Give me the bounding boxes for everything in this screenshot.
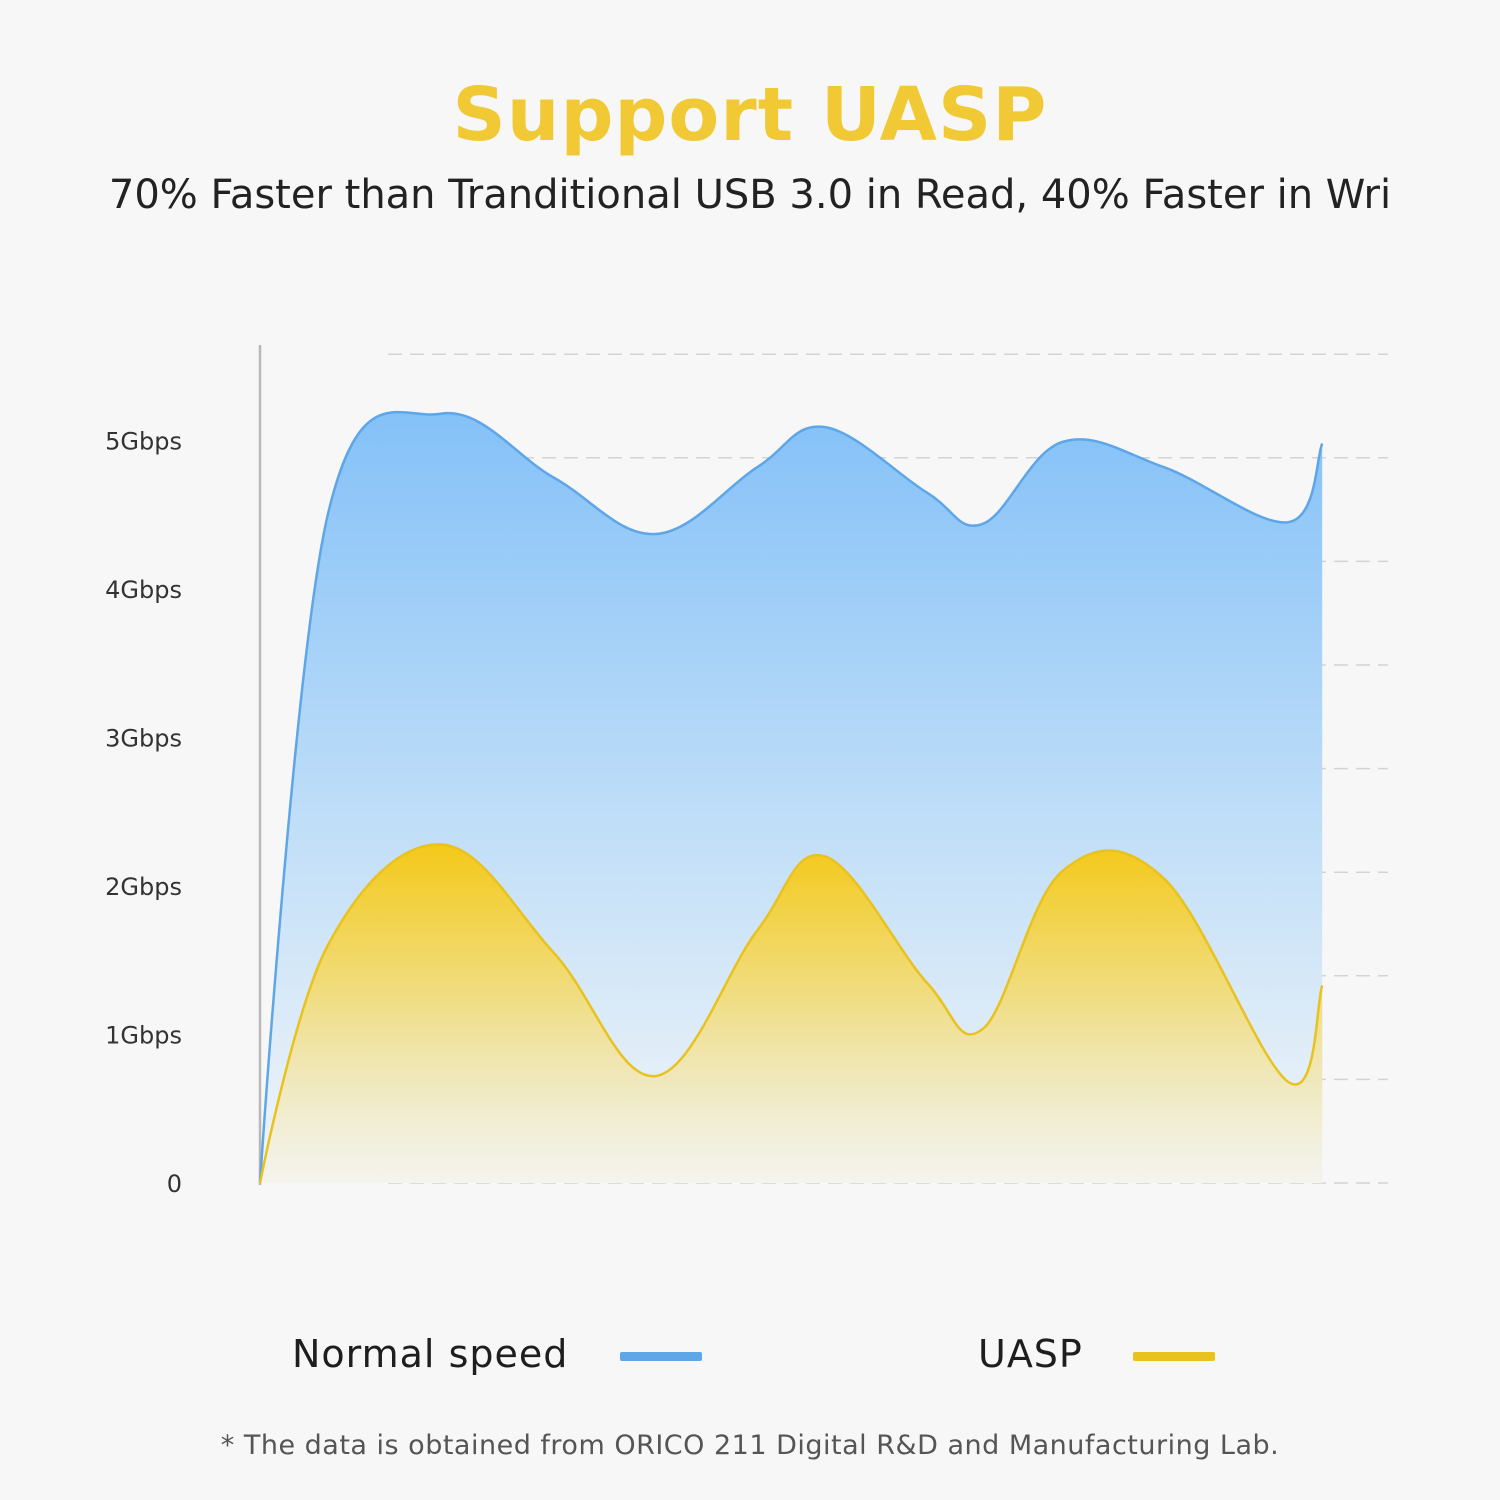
- series-line-uasp: [258, 843, 1324, 1184]
- legend-label-uasp: UASP: [978, 1332, 1083, 1376]
- series-line-normal-speed: [258, 410, 1324, 1184]
- footnote: * The data is obtained from ORICO 211 Di…: [220, 1430, 1280, 1461]
- y-tick-labels: 0 1Gbps 2Gbps 3Gbps 4Gbps 5Gbps: [105, 428, 182, 1199]
- series-layer: [258, 410, 1324, 1184]
- y-tick-label: 3Gbps: [105, 725, 182, 753]
- chart-title: Support UASP: [452, 72, 1048, 158]
- y-tick-label: 5Gbps: [105, 428, 182, 456]
- y-tick-label: 0: [167, 1170, 182, 1198]
- y-tick-label: 1Gbps: [105, 1022, 182, 1050]
- legend-swatch-normal-speed: [620, 1352, 702, 1361]
- speed-area-chart: 0 1Gbps 2Gbps 3Gbps 4Gbps 5Gbps: [105, 345, 1388, 1199]
- chart-subtitle: 70% Faster than Tranditional USB 3.0 in …: [108, 172, 1392, 218]
- legend-label-normal-speed: Normal speed: [292, 1332, 569, 1376]
- series-area-uasp: [260, 844, 1323, 1183]
- legend-swatch-uasp: [1133, 1352, 1215, 1361]
- y-tick-label: 2Gbps: [105, 873, 182, 901]
- y-tick-label: 4Gbps: [105, 576, 182, 604]
